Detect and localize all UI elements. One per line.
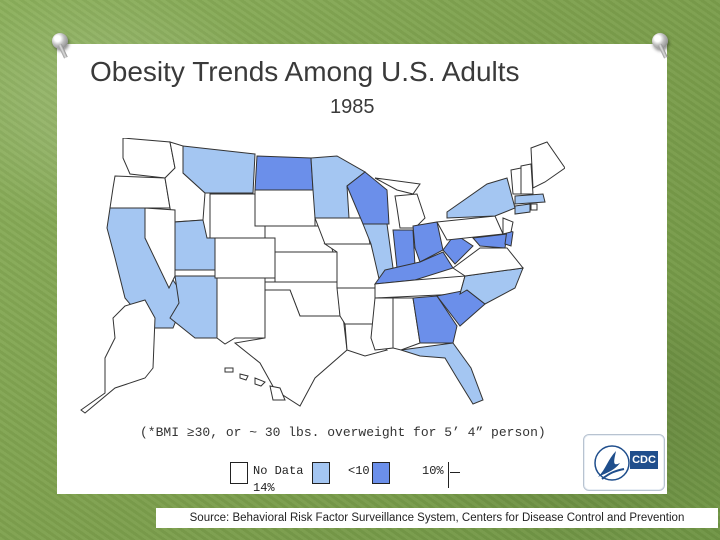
- state-MT: [182, 145, 256, 194]
- legend-swatch-lt10: [312, 462, 330, 484]
- cdc-logo: CDC: [583, 434, 665, 491]
- state-IN: [392, 229, 416, 269]
- state-UT: [174, 219, 216, 271]
- state-OH: [412, 221, 444, 263]
- state-TX: [233, 289, 348, 407]
- state-HI: [224, 367, 286, 401]
- legend-swatch-no-data: [230, 462, 248, 484]
- pin-icon: [652, 33, 668, 49]
- state-MN: [310, 155, 366, 219]
- state-NJ: [502, 217, 514, 235]
- state-AK: [80, 299, 156, 414]
- state-ME: [530, 141, 565, 189]
- state-VT: [510, 167, 522, 195]
- legend-label-lt10: <10: [348, 464, 370, 478]
- state-WA: [122, 138, 176, 179]
- state-WI: [346, 171, 390, 225]
- state-NV: [144, 207, 176, 290]
- legend-label-no-data: No Data: [253, 464, 304, 478]
- slide-year: 1985: [330, 96, 375, 118]
- legend-label-14: 14%: [253, 481, 275, 495]
- hhs-eagle-icon: [594, 445, 630, 481]
- state-NH: [520, 163, 534, 195]
- slide-title: Obesity Trends Among U.S. Adults: [90, 56, 520, 87]
- state-AR: [336, 287, 376, 325]
- state-NY: [446, 177, 516, 219]
- state-RI: [530, 203, 538, 211]
- state-CT: [514, 203, 531, 215]
- state-OR: [109, 175, 171, 209]
- cdc-wordmark: CDC: [630, 451, 658, 469]
- state-FL: [400, 342, 484, 405]
- state-ND: [254, 155, 314, 191]
- source-caption: Source: Behavioral Risk Factor Surveilla…: [156, 508, 718, 528]
- state-AL: [392, 297, 421, 351]
- state-MS: [370, 297, 394, 351]
- legend-divider: [448, 462, 449, 488]
- legend-swatch-10-14: [372, 462, 390, 484]
- state-SD: [254, 189, 316, 227]
- state-KS: [274, 251, 338, 283]
- state-CO: [214, 237, 276, 279]
- state-NM: [216, 277, 266, 345]
- us-obesity-map: [80, 138, 565, 414]
- legend-label-10: 10%: [422, 464, 444, 478]
- pin-icon: [52, 33, 68, 49]
- state-VA: [452, 247, 524, 277]
- bmi-note: (*BMI ≥30, or ~ 30 lbs. overweight for 5…: [140, 425, 546, 440]
- legend-dash: [450, 472, 460, 473]
- state-AZ: [169, 275, 218, 339]
- state-MA: [514, 193, 546, 205]
- state-GA: [412, 295, 458, 344]
- state-MD: [471, 233, 508, 249]
